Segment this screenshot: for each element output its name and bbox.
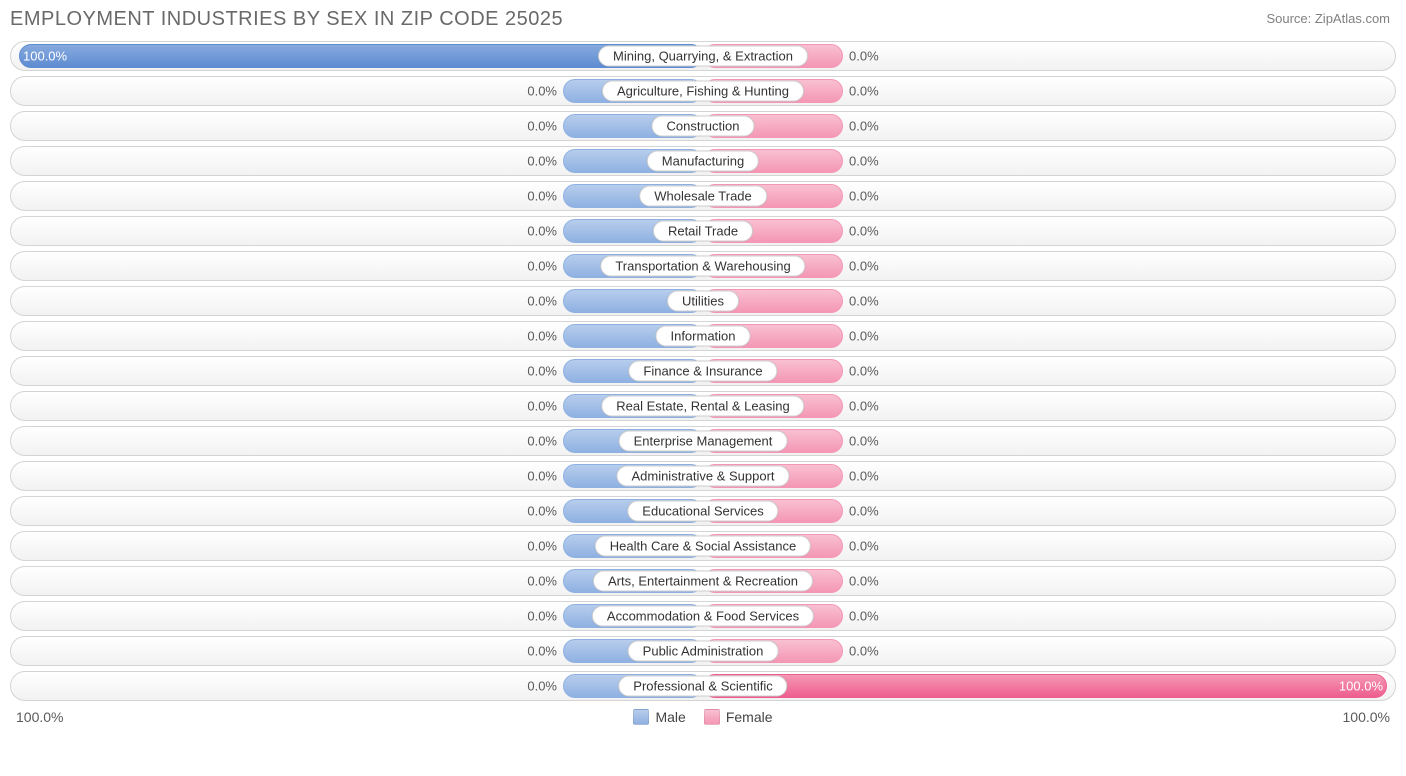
- legend-male-label: Male: [655, 709, 685, 725]
- female-value: 0.0%: [849, 609, 879, 624]
- female-value: 0.0%: [849, 574, 879, 589]
- male-value: 0.0%: [527, 434, 557, 449]
- legend-item-male: Male: [633, 709, 685, 725]
- row-label: Professional & Scientific: [618, 676, 787, 697]
- female-value: 0.0%: [849, 154, 879, 169]
- male-value: 0.0%: [527, 294, 557, 309]
- row-label: Enterprise Management: [619, 431, 788, 452]
- female-value: 0.0%: [849, 224, 879, 239]
- female-value: 0.0%: [849, 189, 879, 204]
- male-value: 0.0%: [527, 679, 557, 694]
- female-value: 0.0%: [849, 49, 879, 64]
- row-label: Administrative & Support: [616, 466, 789, 487]
- male-value: 0.0%: [527, 504, 557, 519]
- male-value: 0.0%: [527, 154, 557, 169]
- row-label: Arts, Entertainment & Recreation: [593, 571, 813, 592]
- female-value: 0.0%: [849, 399, 879, 414]
- female-value: 0.0%: [849, 294, 879, 309]
- female-value: 100.0%: [1339, 679, 1383, 694]
- row-label: Real Estate, Rental & Leasing: [601, 396, 804, 417]
- female-value: 0.0%: [849, 259, 879, 274]
- female-value: 0.0%: [849, 469, 879, 484]
- table-row: Health Care & Social Assistance 0.0% 0.0%: [10, 531, 1396, 561]
- row-label: Construction: [652, 116, 755, 137]
- male-value: 0.0%: [527, 364, 557, 379]
- table-row: Information 0.0% 0.0%: [10, 321, 1396, 351]
- chart-footer: 100.0% Male Female 100.0%: [10, 709, 1396, 725]
- table-row: Manufacturing 0.0% 0.0%: [10, 146, 1396, 176]
- row-label: Manufacturing: [647, 151, 759, 172]
- female-swatch-icon: [704, 709, 720, 725]
- row-label: Information: [655, 326, 750, 347]
- female-value: 0.0%: [849, 434, 879, 449]
- male-value: 0.0%: [527, 609, 557, 624]
- axis-right-label: 100.0%: [1343, 709, 1390, 725]
- female-value: 0.0%: [849, 644, 879, 659]
- table-row: Arts, Entertainment & Recreation 0.0% 0.0%: [10, 566, 1396, 596]
- male-value: 0.0%: [527, 469, 557, 484]
- female-bar: [703, 674, 1387, 698]
- row-label: Transportation & Warehousing: [600, 256, 805, 277]
- male-value: 0.0%: [527, 84, 557, 99]
- male-value: 0.0%: [527, 399, 557, 414]
- table-row: Real Estate, Rental & Leasing 0.0% 0.0%: [10, 391, 1396, 421]
- table-row: Professional & Scientific 0.0% 100.0%: [10, 671, 1396, 701]
- female-value: 0.0%: [849, 539, 879, 554]
- chart-container: EMPLOYMENT INDUSTRIES BY SEX IN ZIP CODE…: [0, 0, 1406, 735]
- table-row: Construction 0.0% 0.0%: [10, 111, 1396, 141]
- row-label: Retail Trade: [653, 221, 753, 242]
- female-value: 0.0%: [849, 84, 879, 99]
- axis-left-label: 100.0%: [16, 709, 63, 725]
- male-value: 0.0%: [527, 224, 557, 239]
- male-value: 0.0%: [527, 574, 557, 589]
- male-value: 0.0%: [527, 539, 557, 554]
- row-label: Accommodation & Food Services: [592, 606, 814, 627]
- table-row: Agriculture, Fishing & Hunting 0.0% 0.0%: [10, 76, 1396, 106]
- male-value: 100.0%: [23, 49, 67, 64]
- row-label: Utilities: [667, 291, 739, 312]
- row-label: Wholesale Trade: [639, 186, 767, 207]
- row-label: Finance & Insurance: [628, 361, 777, 382]
- chart-title: EMPLOYMENT INDUSTRIES BY SEX IN ZIP CODE…: [10, 8, 563, 31]
- row-label: Public Administration: [628, 641, 779, 662]
- legend-female-label: Female: [726, 709, 773, 725]
- table-row: Administrative & Support 0.0% 0.0%: [10, 461, 1396, 491]
- female-value: 0.0%: [849, 329, 879, 344]
- male-value: 0.0%: [527, 329, 557, 344]
- row-label: Mining, Quarrying, & Extraction: [598, 46, 808, 67]
- male-swatch-icon: [633, 709, 649, 725]
- female-value: 0.0%: [849, 364, 879, 379]
- row-label: Health Care & Social Assistance: [595, 536, 811, 557]
- chart-header: EMPLOYMENT INDUSTRIES BY SEX IN ZIP CODE…: [10, 8, 1396, 31]
- table-row: Educational Services 0.0% 0.0%: [10, 496, 1396, 526]
- female-value: 0.0%: [849, 504, 879, 519]
- legend: Male Female: [633, 709, 772, 725]
- male-value: 0.0%: [527, 189, 557, 204]
- table-row: Accommodation & Food Services 0.0% 0.0%: [10, 601, 1396, 631]
- male-value: 0.0%: [527, 119, 557, 134]
- male-value: 0.0%: [527, 644, 557, 659]
- table-row: Enterprise Management 0.0% 0.0%: [10, 426, 1396, 456]
- table-row: Mining, Quarrying, & Extraction 100.0% 0.0…: [10, 41, 1396, 71]
- row-label: Educational Services: [627, 501, 778, 522]
- rows-area: Mining, Quarrying, & Extraction 100.0% 0.0…: [10, 41, 1396, 701]
- male-value: 0.0%: [527, 259, 557, 274]
- female-value: 0.0%: [849, 119, 879, 134]
- legend-item-female: Female: [704, 709, 773, 725]
- table-row: Retail Trade 0.0% 0.0%: [10, 216, 1396, 246]
- table-row: Utilities 0.0% 0.0%: [10, 286, 1396, 316]
- table-row: Wholesale Trade 0.0% 0.0%: [10, 181, 1396, 211]
- table-row: Public Administration 0.0% 0.0%: [10, 636, 1396, 666]
- table-row: Transportation & Warehousing 0.0% 0.0%: [10, 251, 1396, 281]
- chart-source: Source: ZipAtlas.com: [1266, 11, 1390, 26]
- row-label: Agriculture, Fishing & Hunting: [602, 81, 804, 102]
- table-row: Finance & Insurance 0.0% 0.0%: [10, 356, 1396, 386]
